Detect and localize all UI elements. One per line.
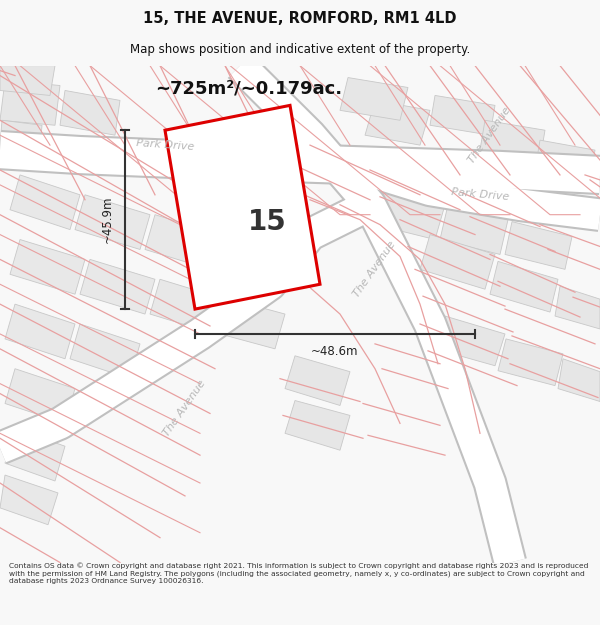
Polygon shape: [558, 359, 600, 401]
Polygon shape: [435, 316, 505, 366]
Polygon shape: [535, 140, 595, 180]
Polygon shape: [75, 195, 150, 249]
Polygon shape: [0, 81, 60, 125]
Polygon shape: [0, 475, 58, 525]
Text: 15: 15: [248, 208, 287, 236]
Polygon shape: [150, 279, 225, 334]
Polygon shape: [440, 205, 508, 254]
Text: ~48.6m: ~48.6m: [311, 346, 359, 358]
Text: Map shows position and indicative extent of the property.: Map shows position and indicative extent…: [130, 42, 470, 56]
Polygon shape: [420, 234, 495, 289]
Polygon shape: [60, 91, 120, 135]
Polygon shape: [480, 120, 545, 160]
Text: 15, THE AVENUE, ROMFORD, RM1 4LD: 15, THE AVENUE, ROMFORD, RM1 4LD: [143, 11, 457, 26]
Polygon shape: [5, 304, 75, 359]
Text: The Avenue: The Avenue: [352, 239, 398, 299]
Polygon shape: [365, 101, 430, 145]
Polygon shape: [505, 222, 572, 269]
Polygon shape: [10, 239, 85, 294]
Polygon shape: [285, 356, 350, 406]
Polygon shape: [430, 96, 495, 135]
Text: ~725m²/~0.179ac.: ~725m²/~0.179ac.: [155, 79, 342, 98]
Polygon shape: [10, 175, 80, 229]
Text: ~45.9m: ~45.9m: [101, 196, 113, 243]
Polygon shape: [285, 401, 350, 450]
Polygon shape: [145, 214, 220, 269]
Text: The Avenue: The Avenue: [467, 105, 513, 165]
Polygon shape: [165, 106, 320, 309]
Text: Contains OS data © Crown copyright and database right 2021. This information is : Contains OS data © Crown copyright and d…: [9, 562, 589, 584]
Polygon shape: [490, 261, 558, 312]
Polygon shape: [555, 286, 600, 329]
Text: Park Drive: Park Drive: [451, 188, 509, 202]
Polygon shape: [340, 78, 408, 120]
Polygon shape: [375, 190, 445, 239]
Polygon shape: [80, 259, 155, 314]
Text: The Avenue: The Avenue: [162, 379, 208, 438]
Polygon shape: [0, 66, 55, 96]
Polygon shape: [498, 339, 563, 386]
Polygon shape: [0, 120, 42, 150]
Polygon shape: [220, 299, 285, 349]
Polygon shape: [5, 369, 75, 423]
Text: Park Drive: Park Drive: [136, 138, 194, 152]
Polygon shape: [5, 428, 65, 481]
Polygon shape: [70, 324, 140, 379]
